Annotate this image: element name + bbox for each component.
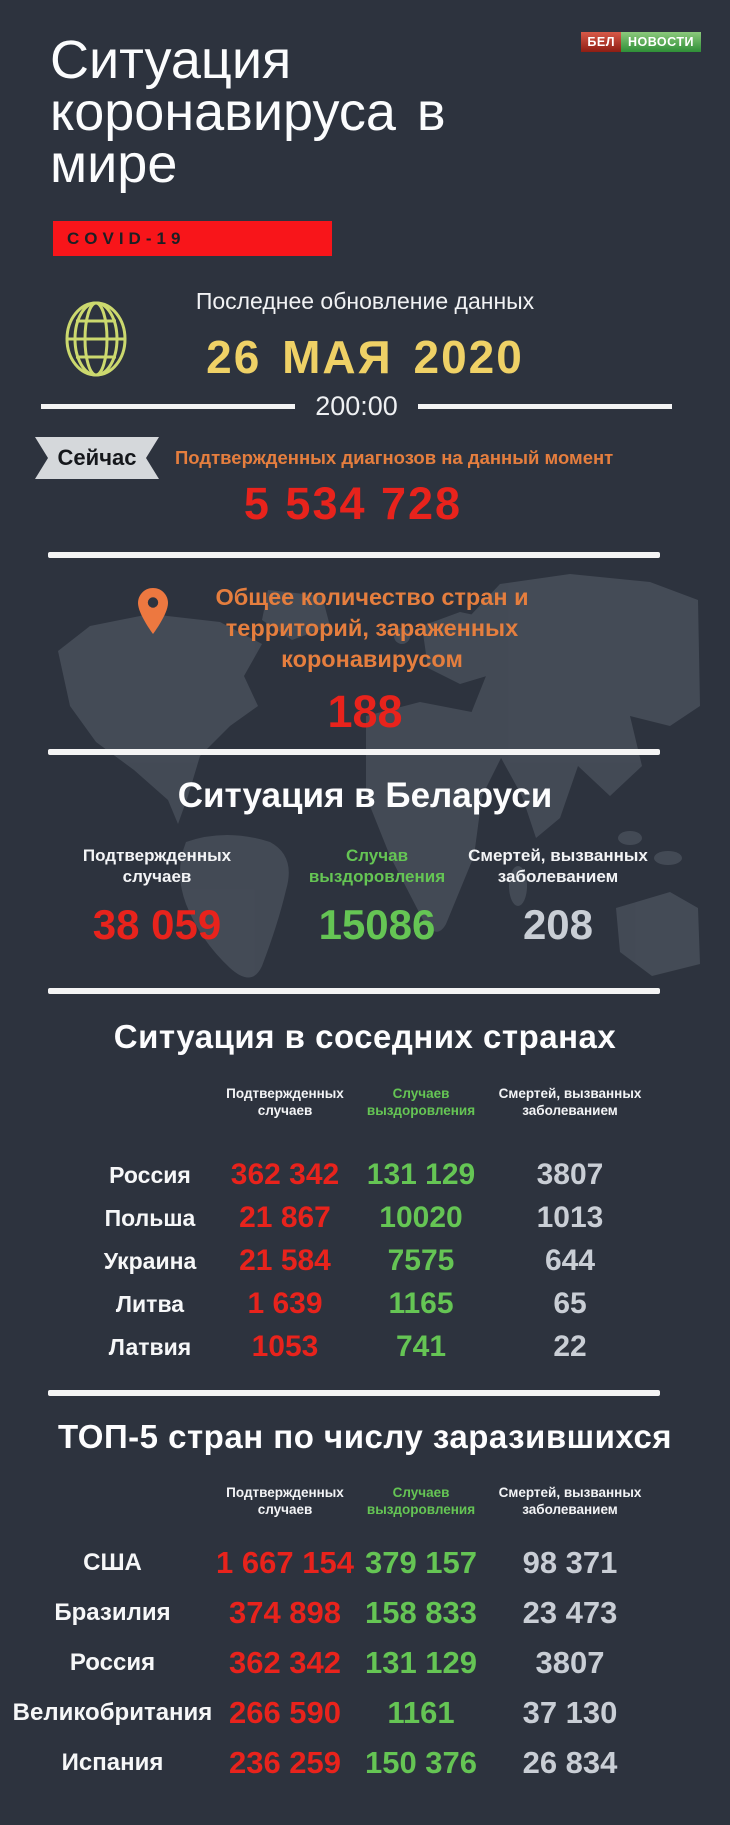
recovered-cell: 158 833: [364, 1595, 478, 1630]
recovered-cell: 1165: [388, 1287, 454, 1320]
table-row: Испания 236 259 150 376 26 834: [0, 1738, 730, 1788]
confirmed-cell: 362 342: [230, 1158, 340, 1191]
page-title: Ситуация коронавируса в мире: [50, 30, 446, 194]
confirmed-cell: 21 584: [239, 1244, 331, 1277]
countries-total-label: Общее количество стран и территорий, зар…: [215, 584, 529, 672]
stat-label: Подтвержденных случаев: [82, 846, 232, 886]
country-label: Украина: [103, 1248, 197, 1274]
confirmed-cell: 266 590: [228, 1695, 342, 1730]
divider: [48, 749, 660, 755]
divider: [48, 552, 660, 558]
update-date: 26 МАЯ 2020: [206, 331, 524, 383]
covid-badge: COVID-19: [53, 221, 332, 256]
countries-total-value: 188: [327, 686, 403, 737]
country-label: Россия: [109, 1162, 191, 1188]
stat-value: 208: [522, 901, 594, 948]
divider-line-right: [417, 404, 672, 409]
confirmed-cell: 236 259: [228, 1745, 342, 1780]
location-pin-icon: [138, 588, 168, 634]
now-badge: Сейчас: [35, 437, 159, 479]
deaths-cell: 22: [553, 1330, 587, 1363]
confirmed-cell: 21 867: [239, 1201, 331, 1234]
column-header-recovered: Случаев выздоровления: [366, 1485, 476, 1517]
stat-label: Смертей, вызванных заболеванием: [468, 846, 648, 886]
page-title-line3: мире: [50, 134, 178, 194]
divider: [48, 988, 660, 994]
country-label: Россия: [69, 1649, 156, 1676]
recovered-cell: 10020: [379, 1201, 463, 1234]
table-row: США 1 667 154 379 157 98 371: [0, 1538, 730, 1588]
stat-column-deaths: Смертей, вызванных заболеванием 208: [458, 845, 658, 949]
country-label: Польша: [104, 1205, 196, 1231]
stat-column-confirmed: Подтвержденных случаев 38 059: [57, 845, 257, 949]
country-label: Великобритания: [12, 1699, 213, 1726]
page-title-line2: коронавируса в: [50, 82, 446, 142]
deaths-cell: 37 130: [522, 1695, 618, 1730]
stat-label: Случав выздоровления: [308, 846, 446, 886]
brand-logo: БЕЛ НОВОСТИ: [581, 32, 701, 52]
table-row: Россия 362 342 131 129 3807: [0, 1155, 730, 1199]
stat-value: 15086: [318, 901, 436, 948]
table-row: Россия 362 342 131 129 3807: [0, 1638, 730, 1688]
brand-novosti: НОВОСТИ: [620, 32, 701, 52]
recovered-cell: 131 129: [366, 1158, 476, 1191]
current-confirmed-row: Сейчас Подтвержденных диагнозов на данны…: [0, 437, 730, 479]
recovered-cell: 741: [395, 1330, 447, 1363]
column-header-confirmed: Подтвержденных случаев: [226, 1086, 344, 1118]
now-label: Подтвержденных диагнозов на данный момен…: [175, 447, 614, 468]
confirmed-cell: 362 342: [228, 1645, 342, 1680]
divider-line-left: [41, 404, 296, 409]
table-row: Украина 21 584 7575 644: [0, 1241, 730, 1285]
deaths-cell: 23 473: [522, 1595, 618, 1630]
globe-icon: [65, 301, 127, 377]
recovered-cell: 379 157: [364, 1545, 478, 1580]
stat-column-recovered: Случав выздоровления 15086: [277, 845, 477, 949]
recovered-cell: 150 376: [364, 1745, 478, 1780]
confirmed-cell: 1 667 154: [216, 1545, 354, 1580]
country-label: США: [83, 1549, 142, 1576]
divider: [48, 1390, 660, 1396]
column-header-recovered: Случаев выздоровления: [366, 1086, 476, 1118]
section-heading-belarus: Ситуация в Беларуси: [177, 776, 553, 815]
confirmed-cell: 1053: [251, 1330, 319, 1363]
section-heading-neighbors: Ситуация в соседних странах: [113, 1018, 617, 1055]
deaths-cell: 3807: [535, 1645, 605, 1680]
country-label: Литва: [115, 1291, 185, 1317]
deaths-cell: 26 834: [522, 1745, 618, 1780]
update-label: Последнее обновление данных: [195, 288, 535, 314]
recovered-cell: 1161: [387, 1695, 455, 1730]
column-header-deaths: Смертей, вызванных заболеванием: [498, 1485, 642, 1517]
deaths-cell: 65: [553, 1287, 587, 1320]
deaths-cell: 98 371: [522, 1545, 618, 1580]
recovered-cell: 131 129: [364, 1645, 478, 1680]
confirmed-cell: 1 639: [247, 1287, 323, 1320]
stat-value: 38 059: [92, 901, 222, 948]
brand-bel: БЕЛ: [581, 32, 621, 52]
country-label: Испания: [61, 1749, 164, 1776]
table-row: Великобритания 266 590 1161 37 130: [0, 1688, 730, 1738]
recovered-cell: 7575: [387, 1244, 455, 1277]
column-header-deaths: Смертей, вызванных заболеванием: [498, 1086, 642, 1118]
deaths-cell: 1013: [536, 1201, 604, 1234]
deaths-cell: 3807: [536, 1158, 604, 1191]
deaths-cell: 644: [544, 1244, 596, 1277]
country-label: Латвия: [108, 1334, 192, 1360]
table-row: Литва 1 639 1165 65: [0, 1284, 730, 1328]
table-row: Латвия 1053 741 22: [0, 1327, 730, 1371]
section-heading-top5: ТОП-5 стран по числу заразившихся: [57, 1418, 673, 1455]
country-label: Бразилия: [54, 1599, 171, 1626]
page-title-line1: Ситуация: [50, 30, 292, 90]
update-time: 200:00: [315, 391, 398, 421]
table-row: Польша 21 867 10020 1013: [0, 1198, 730, 1242]
confirmed-cell: 374 898: [228, 1595, 342, 1630]
update-time-row: 200:00: [41, 391, 672, 422]
confirmed-total-value: 5 534 728: [243, 478, 463, 529]
table-row: Бразилия 374 898 158 833 23 473: [0, 1588, 730, 1638]
column-header-confirmed: Подтвержденных случаев: [226, 1485, 344, 1517]
